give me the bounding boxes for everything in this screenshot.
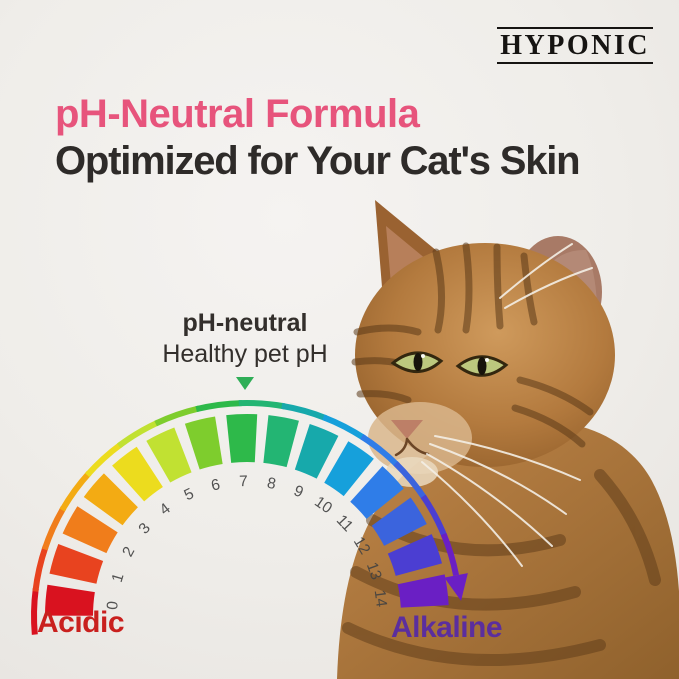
ph-tick-label: 12 [350,534,374,558]
ph-tick-label: 2 [119,544,138,560]
ph-tick-label: 3 [136,520,155,538]
ph-segment-0 [45,584,95,616]
ph-segment-14 [397,574,449,608]
alkaline-label: Alkaline [391,611,503,644]
ph-tick-label: 13 [363,560,385,582]
brand-logo: HYPONIC [497,27,653,65]
cat-eyes [390,351,509,377]
ph-segment-13 [387,534,443,576]
ph-segment-11 [350,466,404,519]
ph-tick-label: 1 [109,571,128,584]
outer-arc-line [41,506,67,551]
outer-arc-line [440,532,460,576]
outer-arc-line [31,588,39,635]
outer-arc-line [393,461,428,501]
brand-name: HYPONIC [500,30,650,61]
ph-segment-7 [226,414,258,463]
ph-segment-2 [62,506,118,554]
ph-tick-label: 7 [239,473,248,490]
ph-neutral-callout: pH-neutral Healthy pet pH [95,309,395,391]
outer-arc-line [420,494,448,539]
ph-segment-3 [83,473,138,526]
outer-arc-line [154,405,200,427]
ph-tick-label: 0 [104,600,122,610]
cat-whiskers [421,243,593,567]
ph-tick-label: 9 [291,482,305,501]
ph-segment-4 [112,446,163,502]
outer-arc-line [59,470,92,512]
outer-arc-line [195,400,242,413]
headline-main: Optimized for Your Cat's Skin [55,139,581,183]
ph-segment-10 [324,441,374,497]
outer-arc-line [238,400,286,410]
ph-segment-9 [294,423,339,479]
ph-tick-label: 6 [209,476,221,495]
outer-arc-line [84,441,124,478]
brand-logo-rules: HYPONIC [497,27,653,65]
ph-segment-6 [184,416,223,470]
ph-tick-label: 14 [371,589,390,609]
cat-mouth [394,437,430,457]
outer-arc-line [281,402,328,422]
alkaline-arrowhead-icon [444,573,468,601]
cat-nose [391,420,423,439]
callout-subtitle: Healthy pet pH [162,339,328,368]
ph-tick-label: 11 [333,512,356,535]
ph-segment-12 [371,497,427,546]
acidic-label: Acidic [37,606,125,639]
ph-segment-5 [146,427,192,483]
ph-tick-label: 5 [182,485,197,504]
cat-face-stripes [351,242,594,448]
ph-tick-label: 4 [157,500,174,519]
ph-segment-8 [263,415,299,468]
headline-accent: pH-Neutral Formula [55,92,420,136]
callout-title: pH-neutral [182,309,308,337]
ph-segment-1 [49,543,104,584]
ph-tick-label: 10 [311,493,335,517]
outer-arc-line [32,545,49,592]
green-down-arrow-icon [236,377,254,391]
ph-tick-label: 8 [266,475,278,493]
